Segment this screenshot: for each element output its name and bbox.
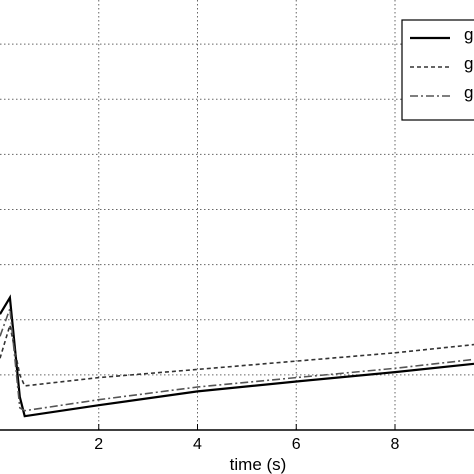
series-line-1 (0, 294, 474, 418)
series-line-3 (0, 308, 474, 412)
grid (0, 0, 474, 430)
x-tick-label-3: 8 (391, 436, 400, 453)
x-tick-label-1: 4 (193, 436, 202, 453)
legend: ggg (401, 19, 474, 121)
series-line-2 (0, 325, 474, 387)
x-tick-label-0: 2 (94, 436, 103, 453)
legend-box (401, 19, 474, 121)
legend-label-3: g (464, 83, 473, 102)
legend-label-2: g (464, 54, 473, 73)
legend-label-1: g (464, 25, 473, 44)
x-axis-label: time (s) (230, 455, 287, 474)
x-tick-label-2: 6 (292, 436, 301, 453)
series-layer (0, 294, 474, 418)
x-axis-ticks: 2 4 6 8 (94, 424, 400, 453)
